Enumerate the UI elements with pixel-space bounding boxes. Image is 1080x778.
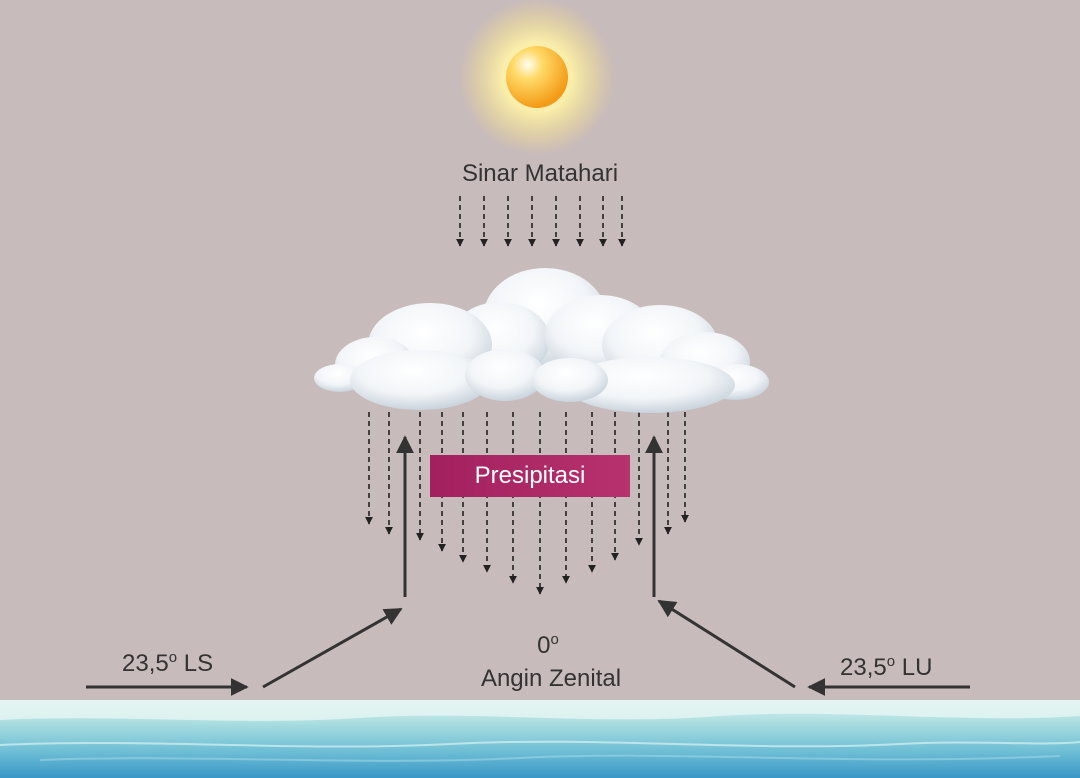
degree-symbol: o bbox=[550, 631, 559, 648]
zenith-wind-label: Angin Zenital bbox=[480, 665, 622, 692]
equator-value: 0 bbox=[537, 632, 551, 659]
rising-air-arrows bbox=[396, 435, 663, 597]
precipitation-label: Presipitasi bbox=[430, 455, 630, 497]
equator-label: 0o bbox=[537, 632, 559, 660]
degree-symbol: o bbox=[168, 649, 178, 666]
sea-surface bbox=[0, 700, 1080, 778]
cloud-icon bbox=[314, 268, 769, 413]
sunlight-label: Sinar Matahari bbox=[461, 160, 619, 187]
latitude-south-direction: LS bbox=[183, 650, 214, 677]
precipitation-arrows bbox=[365, 412, 689, 595]
degree-symbol: o bbox=[886, 653, 896, 670]
latitude-south-value: 23,5 bbox=[122, 650, 169, 677]
latitude-north-value: 23,5 bbox=[840, 654, 887, 681]
latitude-south-label: 23,5o LS bbox=[122, 650, 213, 678]
latitude-north-label: 23,5o LU bbox=[840, 654, 932, 682]
trade-wind-arrows bbox=[86, 599, 970, 696]
sunlight-rays bbox=[456, 196, 626, 247]
latitude-north-direction: LU bbox=[901, 654, 933, 681]
sun-icon bbox=[459, 0, 615, 155]
